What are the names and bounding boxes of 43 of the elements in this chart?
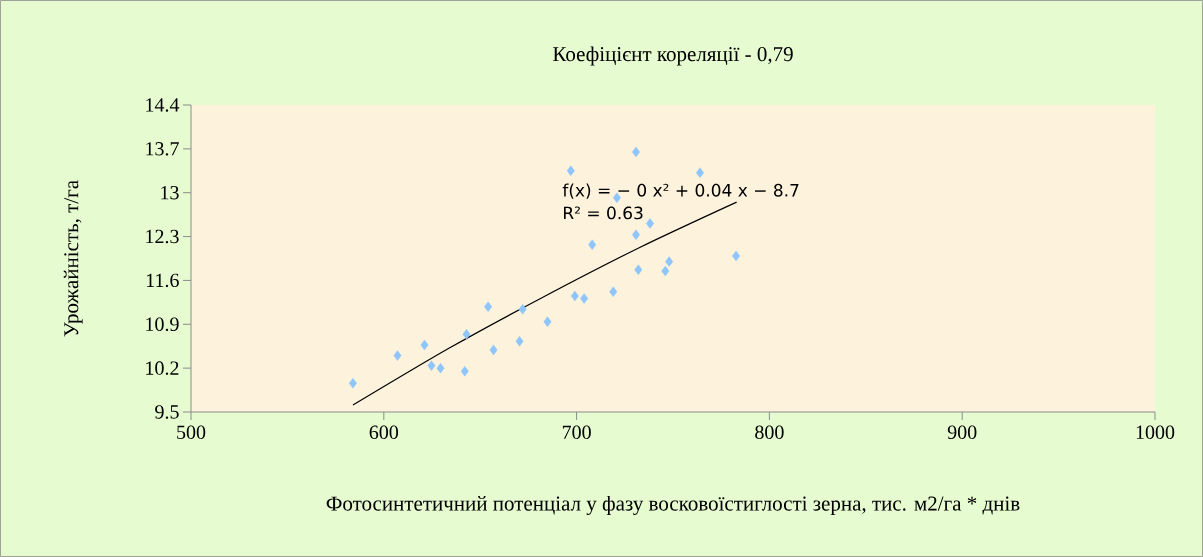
x-tick-label: 700 [562,425,591,440]
point [484,301,493,312]
point [632,229,640,240]
x-tick-label: 800 [755,425,784,440]
line-series [352,201,738,406]
y-tick-label: 9.5 [155,405,179,419]
point [665,256,674,267]
point [588,239,597,250]
y-tick-label: 14.4 [146,98,180,112]
x-tick-label: 500 [177,425,206,440]
x-tick-label: 1000 [1136,425,1175,440]
y-tick-label: 11.6 [146,273,179,288]
point [543,316,552,327]
x-tick-label: 900 [947,425,977,440]
point [489,344,498,356]
x-tick-label: 600 [369,425,399,440]
point [612,192,621,203]
y-tick-label: 10.2 [146,361,179,375]
x-axis-title: Фотосинтетичний потенціал у фазу восковоїстиглості зерна, тис. м2/га * днів [326,495,1020,515]
point [696,167,704,178]
y-tick-label: 13 [161,185,179,200]
point [609,286,618,297]
annotation: f(x) = − 0 x² + 0.04 x − 8.7 [562,183,799,199]
chart-title: Коефіцієнт кореляції - 0,79 [553,46,793,66]
point [634,264,643,275]
point [580,293,589,304]
y-tick-label: 12.3 [146,229,179,244]
y-tick-label: 10.9 [146,317,179,332]
point [462,329,471,340]
y-axis-title: Урожайність, т/га [63,180,83,337]
point [460,366,469,377]
point [436,362,445,374]
point [420,339,429,351]
point [515,335,524,347]
point [661,265,670,277]
annotation: R² = 0.63 [564,206,643,220]
point [427,360,436,371]
point [646,218,655,229]
point [518,304,527,315]
y-tick-label: 13.7 [146,142,179,156]
point [566,165,575,176]
point [570,290,579,302]
point [393,350,402,361]
